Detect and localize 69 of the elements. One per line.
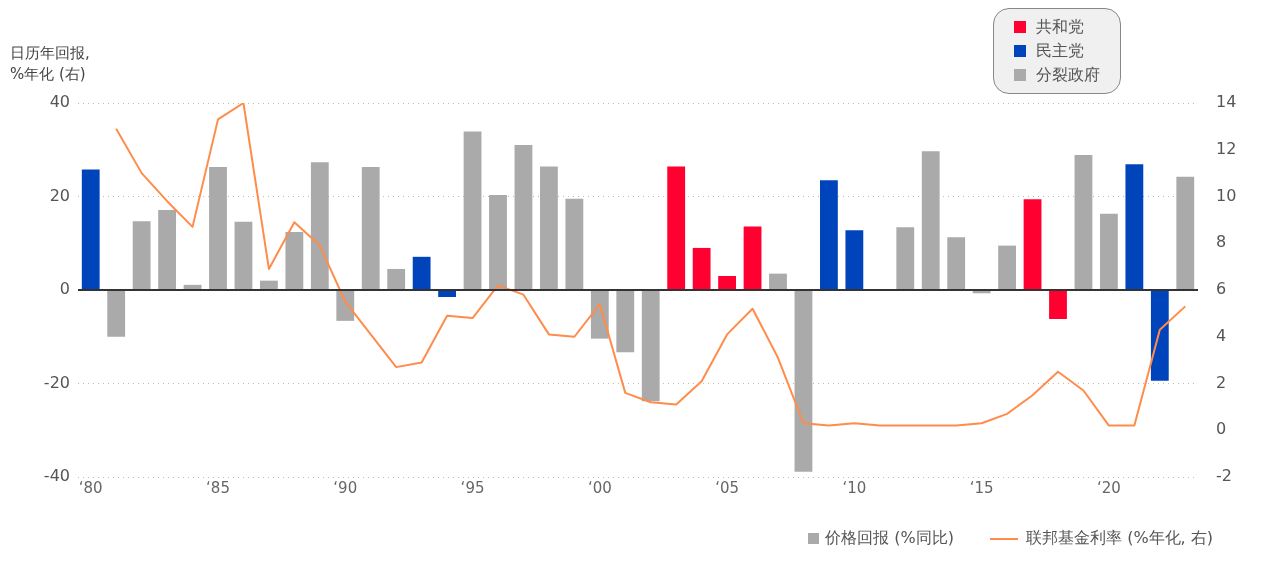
- bar: [209, 167, 227, 290]
- y-tick-label: 20: [49, 185, 70, 205]
- x-tick-label: ‘85: [206, 478, 230, 497]
- bar: [412, 256, 431, 290]
- y-axis-title: 日历年回报, %年化 (右): [10, 43, 91, 85]
- x-tick-label: ‘10: [842, 478, 867, 497]
- bar: [514, 145, 533, 290]
- legend-label: 共和党: [1036, 16, 1084, 38]
- bar: [769, 273, 787, 290]
- bar: [616, 290, 635, 353]
- x-tick-label: ‘00: [587, 478, 612, 497]
- bar: [387, 268, 406, 290]
- x-tick-label: ‘90: [333, 478, 358, 497]
- y2-tick-label: 6: [1216, 279, 1227, 299]
- bar: [947, 237, 966, 290]
- bar: [820, 180, 838, 290]
- bar: [692, 247, 711, 290]
- bar: [285, 232, 304, 290]
- y2-tick-label: 0: [1216, 419, 1227, 439]
- x-tick-label: ‘05: [715, 478, 740, 497]
- bar: [998, 245, 1016, 290]
- bar: [361, 167, 380, 290]
- legend-label: 联邦基金利率 (%年化, 右): [1026, 528, 1213, 549]
- y2-tick-label: 12: [1216, 138, 1237, 158]
- y2-tick-label: 2: [1216, 372, 1227, 392]
- bar: [438, 290, 456, 298]
- y-tick-label: 40: [49, 92, 70, 112]
- bar: [896, 227, 915, 290]
- x-tick-label: ‘20: [1096, 478, 1121, 497]
- bar: [1150, 290, 1169, 381]
- legend-label: 民主党: [1036, 40, 1084, 62]
- bar: [743, 226, 762, 290]
- y-tick-label: 0: [59, 279, 70, 299]
- bar: [132, 221, 151, 290]
- bar: [921, 151, 940, 290]
- y2-tick-label: 14: [1216, 92, 1237, 112]
- text: 价格回报 (%同比): [825, 528, 955, 549]
- bar: [667, 166, 686, 290]
- y2-tick-label: -2: [1216, 466, 1232, 486]
- y2-tick-label: 4: [1216, 325, 1227, 345]
- y2-tick-label: 10: [1216, 185, 1237, 205]
- bar: [565, 198, 584, 290]
- bar: [1023, 199, 1042, 290]
- bar: [81, 169, 100, 290]
- y2-tick-label: 8: [1216, 232, 1227, 252]
- bar: [158, 210, 176, 290]
- bar: [1100, 213, 1118, 290]
- bar: [310, 162, 329, 290]
- bar: [641, 290, 660, 402]
- bar: [1176, 176, 1195, 290]
- bar: [260, 280, 278, 290]
- x-tick-label: ‘80: [78, 478, 103, 497]
- bar: [1074, 154, 1093, 290]
- bar: [336, 290, 355, 321]
- bar: [718, 275, 736, 290]
- bar: [234, 221, 253, 290]
- bar: [489, 195, 507, 290]
- legend-label: 分裂政府: [1036, 64, 1100, 86]
- y-tick-label: -40: [43, 466, 70, 486]
- bar: [463, 131, 482, 290]
- y-tick-label: -20: [43, 372, 70, 392]
- bar: [107, 290, 126, 337]
- bar: [794, 290, 813, 472]
- bar: [540, 166, 558, 290]
- x-tick-label: ‘15: [969, 478, 994, 497]
- bar: [1049, 290, 1067, 319]
- x-tick-label: ‘95: [460, 478, 485, 497]
- bar: [845, 230, 864, 290]
- bar: [1125, 164, 1144, 290]
